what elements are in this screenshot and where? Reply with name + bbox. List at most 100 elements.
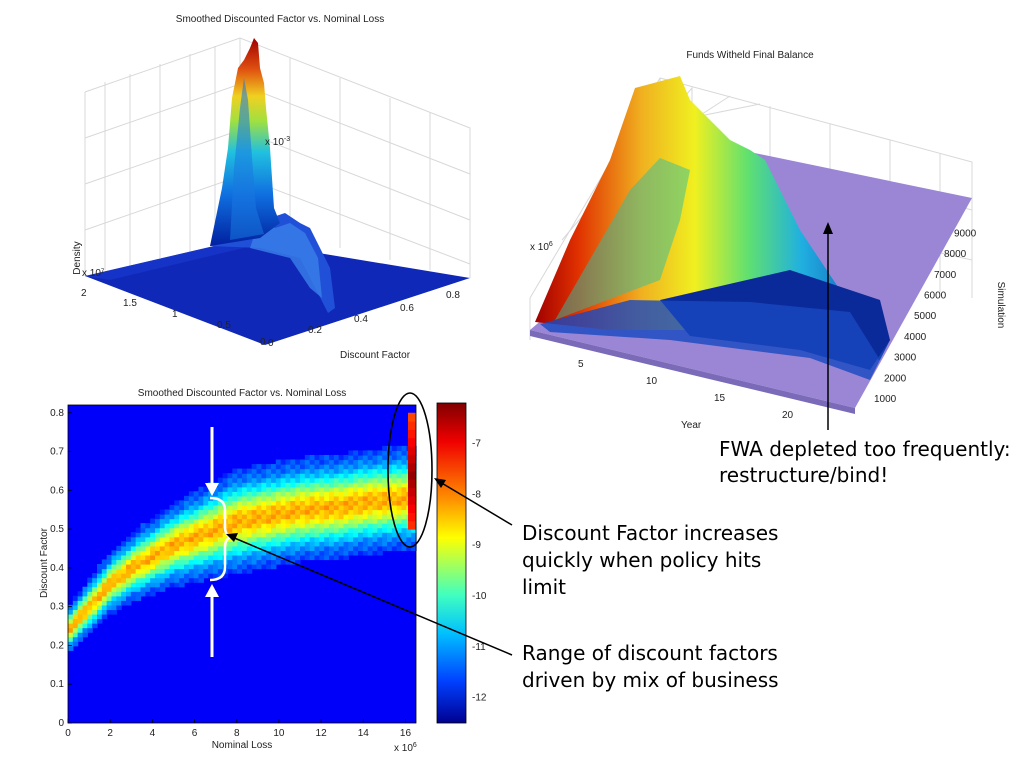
heatmap-cell [358,473,364,479]
heatmap-cell [401,523,407,529]
heatmap-cell [295,468,301,474]
heatmap-cell [377,482,383,488]
heatmap-cell [179,523,185,529]
heatmap-cell [396,450,403,456]
heatmap-cell [188,577,195,583]
heatmap-cell [290,527,296,533]
heatmap-cell [338,554,345,561]
heatmap-cell [140,586,146,592]
heatmap-cell [333,500,340,506]
heatmap-cell [396,545,403,551]
heatmap-cell [333,554,340,561]
svg-text:x 106: x 106 [394,742,417,754]
heatmap-cell [382,477,388,483]
heatmap-cell [387,454,393,461]
heatmap-cell [348,541,354,547]
heatmap-cell [242,504,248,511]
heatmap-cell [353,518,359,524]
heatmap-cell [285,486,291,492]
heatmap-cell [329,477,335,483]
heatmap-cell [87,577,93,583]
heatmap-cell [396,445,403,452]
heatmap-cell [290,518,296,524]
heatmap-cell [184,545,190,551]
heatmap-cell [198,568,204,574]
heatmap-cell [217,514,224,520]
heatmap-cell [411,545,417,551]
heatmap-cell [169,509,175,515]
heatmap-cell [353,550,359,556]
heatmap-cell [271,550,277,556]
heatmap-cell [338,468,345,474]
heatmap-cell [275,491,282,497]
heatmap-cell [246,545,253,551]
heatmap-cell [203,523,209,529]
heatmap-cell [367,450,374,456]
heatmap-cell [295,523,301,529]
heatmap-cell [179,554,185,561]
heatmap-cell [116,550,122,556]
heatmap-cell [203,545,209,551]
heatmap-cell [159,509,166,515]
heatmap-cell [208,545,214,551]
heatmap-cell [324,500,330,506]
heatmap-cell [372,482,378,488]
heatmap-cell [372,518,378,524]
heatmap-cell [174,500,180,506]
heatmap-cell [246,536,253,542]
chart2-y-tick: 9000 [954,228,977,239]
heatmap-cell [256,464,262,470]
heatmap-cell [150,532,156,538]
heatmap-cell [155,541,161,547]
heatmap-cell [179,582,185,588]
heatmap-cell [135,545,142,551]
heatmap-cell [275,550,282,556]
heatmap-cell [324,504,330,511]
heatmap-cell [208,573,214,579]
heatmap-cell [382,541,388,547]
heatmap-cell [358,454,364,461]
heatmap-cell [309,473,316,479]
heatmap-cell [251,559,258,565]
chart2-ylabel: Simulation [995,282,1006,329]
heatmap-cell [401,477,407,483]
heatmap-cell [193,564,200,570]
heatmap-cell [338,477,345,483]
heatmap-cell [266,486,272,492]
heatmap-cell [266,523,272,529]
heatmap-cell [266,509,272,515]
heatmap-cell [319,554,325,561]
heatmap-cell [362,509,369,515]
heatmap-cell [338,509,345,515]
heatmap-cell [193,523,200,529]
heatmap-cell [184,504,190,511]
heatmap-cell [372,541,378,547]
heatmap-cell [232,509,238,515]
heatmap-xlabel: Nominal Loss [212,740,273,751]
colorbar-ticks: -7 -8 -9 -10 -11 -12 [472,439,487,704]
svg-text:x 107: x 107 [82,268,105,279]
heatmap-cell [271,486,277,492]
heatmap-cell [217,500,224,506]
heatmap-cell [145,591,151,597]
heatmap-cell [222,491,229,497]
heatmap-cell [92,604,98,611]
heatmap-cell [280,532,287,538]
heatmap-cell [213,504,219,511]
heatmap-cell [256,495,262,501]
heatmap-cell [382,504,388,511]
heatmap-cell [372,468,378,474]
heatmap-cell [217,523,224,529]
heatmap-cell [203,573,209,579]
heatmap-cell [401,545,407,551]
heatmap-cell [222,473,229,479]
heatmap-cell [121,559,127,565]
heatmap-cell [324,509,330,515]
heatmap-cell [251,523,258,529]
heatmap-cell [377,550,383,556]
heatmap-cell [227,545,233,551]
heatmap-cell [164,527,171,533]
heatmap-y-tick: 0.2 [50,640,64,651]
heatmap-cell [387,473,393,479]
heatmap-cell [198,554,204,561]
